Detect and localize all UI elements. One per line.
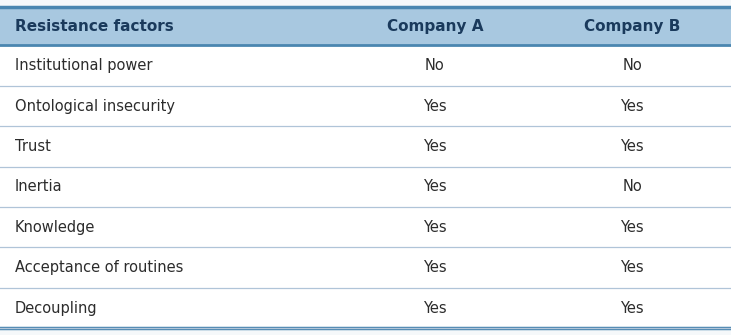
FancyBboxPatch shape	[0, 288, 731, 328]
Text: Inertia: Inertia	[15, 179, 62, 194]
Text: No: No	[622, 58, 643, 73]
Text: Yes: Yes	[423, 260, 447, 275]
FancyBboxPatch shape	[0, 86, 731, 126]
Text: No: No	[622, 179, 643, 194]
Text: Acceptance of routines: Acceptance of routines	[15, 260, 183, 275]
Text: Trust: Trust	[15, 139, 50, 154]
Text: Yes: Yes	[423, 179, 447, 194]
Text: Ontological insecurity: Ontological insecurity	[15, 98, 175, 114]
Text: Yes: Yes	[621, 98, 644, 114]
Text: Yes: Yes	[621, 220, 644, 235]
Text: Yes: Yes	[621, 300, 644, 316]
Text: Yes: Yes	[423, 220, 447, 235]
FancyBboxPatch shape	[0, 248, 731, 288]
Text: Knowledge: Knowledge	[15, 220, 95, 235]
FancyBboxPatch shape	[0, 7, 731, 46]
FancyBboxPatch shape	[0, 167, 731, 207]
FancyBboxPatch shape	[0, 46, 731, 86]
Text: Decoupling: Decoupling	[15, 300, 97, 316]
Text: No: No	[425, 58, 445, 73]
Text: Yes: Yes	[423, 139, 447, 154]
FancyBboxPatch shape	[0, 207, 731, 248]
Text: Yes: Yes	[621, 260, 644, 275]
Text: Yes: Yes	[423, 98, 447, 114]
Text: Yes: Yes	[423, 300, 447, 316]
Text: Company B: Company B	[584, 18, 681, 34]
Text: Institutional power: Institutional power	[15, 58, 152, 73]
Text: Company A: Company A	[387, 18, 483, 34]
Text: Yes: Yes	[621, 139, 644, 154]
FancyBboxPatch shape	[0, 126, 731, 167]
Text: Resistance factors: Resistance factors	[15, 18, 173, 34]
